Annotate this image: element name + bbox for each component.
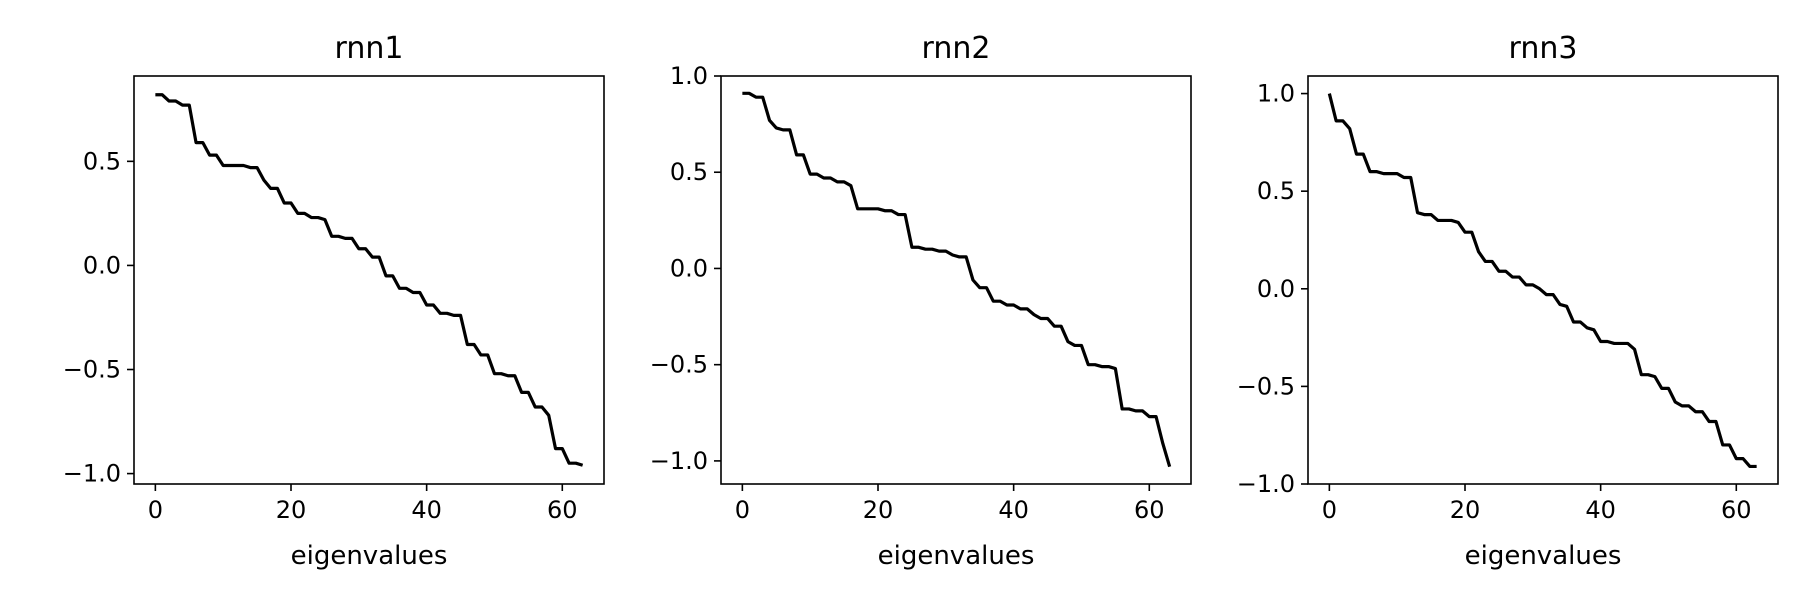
y-tick-label: −1.0	[650, 447, 708, 475]
x-axis-label: eigenvalues	[291, 541, 448, 571]
x-tick-label: 20	[863, 496, 894, 524]
x-axis-label: eigenvalues	[1465, 541, 1622, 571]
chart-title: rnn1	[335, 31, 404, 66]
y-tick-label: 0.5	[670, 158, 708, 186]
x-tick-label: 20	[276, 496, 307, 524]
plot-frame	[1307, 75, 1779, 485]
subplot-rnn2: rnn2 eigenvalues 0 20 40 60 1.0 0.5 0.0 −0.5 −1.…	[650, 31, 1192, 571]
plot-frame	[720, 75, 1192, 485]
series-line	[1327, 93, 1757, 469]
y-tick-label: 0.0	[1257, 275, 1295, 303]
series-line	[742, 91, 1172, 468]
y-tick-label: 0.0	[83, 251, 121, 279]
y-tick-label: −1.0	[63, 460, 121, 488]
y-tick-label: 0.5	[1257, 177, 1295, 205]
y-tick-label: −0.5	[1237, 372, 1295, 400]
y-tick-label: 0.0	[670, 254, 708, 282]
y-tick-label: −0.5	[650, 351, 708, 379]
y-tick-label: −1.0	[1237, 470, 1295, 498]
x-tick-label: 60	[1721, 496, 1752, 524]
y-tick-label: 1.0	[670, 62, 708, 90]
x-tick-label: 0	[735, 496, 750, 524]
y-tick-label: 1.0	[1257, 80, 1295, 108]
x-tick-label: 40	[411, 496, 442, 524]
x-tick-label: 60	[547, 496, 578, 524]
x-axis-label: eigenvalues	[878, 541, 1035, 571]
y-tick-label: −0.5	[63, 356, 121, 384]
chart-title: rnn2	[922, 31, 991, 66]
x-tick-label: 40	[1585, 496, 1616, 524]
x-tick-label: 20	[1450, 496, 1481, 524]
x-tick-label: 0	[148, 496, 163, 524]
y-tick-label: 0.5	[83, 147, 121, 175]
subplot-rnn1: rnn1 eigenvalues 0 20 40 60 0.5 0.0 −0.5 −1.0	[63, 31, 605, 571]
series-line	[155, 93, 584, 467]
chart-title: rnn3	[1509, 31, 1578, 66]
subplot-rnn3: rnn3 eigenvalues 0 20 40 60 1.0 0.5 0.0 −0.5 −1.…	[1237, 31, 1779, 571]
axis-ticks: 0 20 40 60 1.0 0.5 0.0 −0.5 −1.0	[1237, 80, 1752, 524]
plot-frame	[133, 75, 605, 485]
x-tick-label: 60	[1134, 496, 1165, 524]
axis-ticks: 0 20 40 60 0.5 0.0 −0.5 −1.0	[63, 147, 578, 524]
x-tick-label: 40	[998, 496, 1029, 524]
x-tick-label: 0	[1322, 496, 1337, 524]
axis-ticks: 0 20 40 60 1.0 0.5 0.0 −0.5 −1.0	[650, 62, 1165, 524]
